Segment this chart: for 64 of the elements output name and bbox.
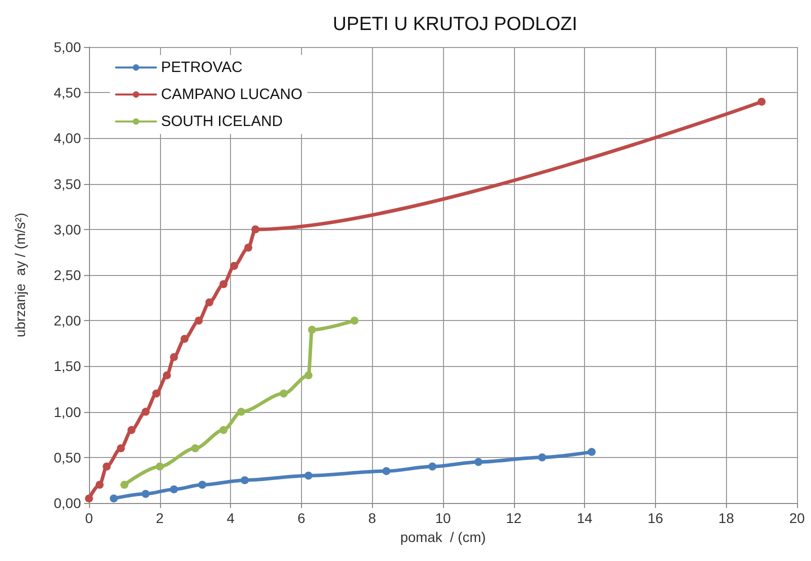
chart-title: UPETI U KRUTOJ PODLOZI <box>332 14 578 35</box>
x-tick-label: 2 <box>156 510 164 526</box>
y-tick-label: 0,00 <box>54 495 82 511</box>
x-tick-label: 16 <box>648 510 664 526</box>
point <box>205 298 214 306</box>
y-tick-label: 4,00 <box>54 130 82 146</box>
point <box>382 467 390 476</box>
y-tick-label: 3,00 <box>54 221 82 238</box>
point <box>194 316 203 325</box>
point <box>251 225 260 234</box>
point <box>170 353 178 362</box>
y-tick-label: 4,50 <box>54 84 82 101</box>
point <box>758 98 766 106</box>
point <box>244 244 252 252</box>
point <box>240 476 249 484</box>
point <box>120 480 128 489</box>
y-tick-label: 1,00 <box>54 404 82 420</box>
x-tick-label: 18 <box>718 510 734 526</box>
point <box>588 448 596 456</box>
x-tick-label: 6 <box>298 510 306 526</box>
x-tick-label: 10 <box>435 510 451 526</box>
point <box>198 480 206 489</box>
point <box>170 485 178 494</box>
point <box>538 453 546 462</box>
point <box>350 316 358 325</box>
legend-label: SOUTH ICELAND <box>161 113 283 130</box>
y-tick-label: 5,00 <box>54 39 82 55</box>
legend-label: PETROVAC <box>161 59 243 76</box>
point <box>304 371 312 380</box>
point <box>127 426 136 434</box>
point <box>116 444 125 452</box>
point <box>102 462 111 471</box>
point <box>280 390 288 398</box>
x-tick-label: 8 <box>368 510 376 526</box>
point <box>152 390 160 398</box>
x-tick-label: 4 <box>226 510 235 526</box>
point <box>237 408 246 416</box>
point <box>428 462 436 471</box>
point <box>96 480 104 489</box>
x-tick-label: 12 <box>506 510 522 526</box>
point <box>110 494 118 502</box>
point <box>142 408 150 416</box>
point <box>162 371 171 380</box>
y-tick-label: 2,00 <box>54 312 82 329</box>
point <box>308 326 316 334</box>
y-tick-label: 1,50 <box>54 358 82 374</box>
point <box>474 458 482 466</box>
y-tick-label: 2,50 <box>54 267 82 283</box>
point <box>191 444 200 452</box>
x-tick-label: 0 <box>85 510 94 526</box>
point <box>220 426 228 434</box>
legend-label: CAMPANO LUCANO <box>161 86 302 103</box>
point <box>304 472 312 480</box>
point <box>230 262 238 270</box>
y-tick-label: 0,50 <box>54 449 82 466</box>
x-tick-label: 20 <box>789 510 805 526</box>
x-axis-title: pomak / (cm) <box>400 528 486 545</box>
x-tick-label: 14 <box>576 510 593 526</box>
y-axis-title: ubrzanje ay / (m/s²) <box>12 212 28 338</box>
point <box>220 280 228 288</box>
point <box>142 490 150 498</box>
point <box>180 334 189 343</box>
point <box>156 462 164 471</box>
y-tick-label: 3,50 <box>54 176 82 192</box>
